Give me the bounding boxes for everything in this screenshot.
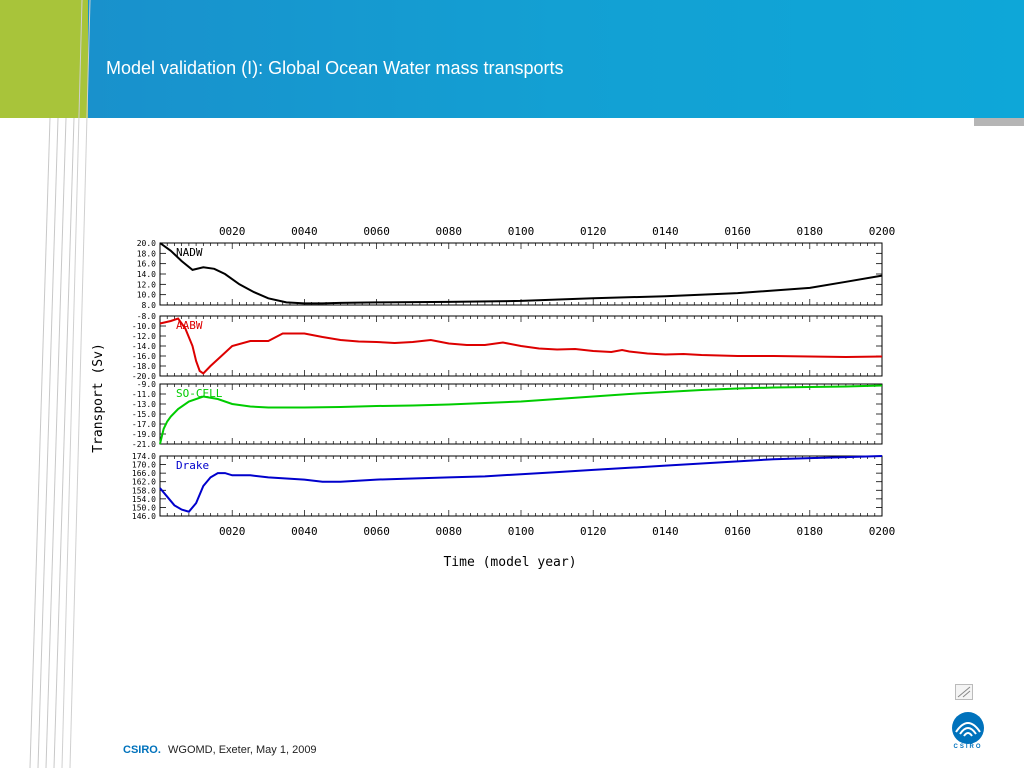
panel-frame [159, 242, 883, 306]
accent-block [0, 0, 88, 118]
y-tick-label: 166.0 [132, 469, 156, 478]
logo-wordmark: CSIRO [953, 744, 983, 750]
x-tick-label-bottom: 0120 [580, 525, 607, 538]
y-tick-label: 8.0 [142, 301, 157, 310]
y-tick-label: -9.0 [137, 380, 156, 389]
footer-brand: CSIRO. [123, 744, 161, 756]
y-tick-label: -13.0 [132, 400, 156, 409]
x-tick-label-top: 0160 [724, 225, 751, 238]
series-line-nadw [159, 242, 883, 305]
x-axis-label: Time (model year) [443, 555, 576, 570]
x-tick-label-top: 0120 [580, 225, 607, 238]
y-tick-label: 12.0 [137, 280, 156, 289]
slide-title: Model validation (I): Global Ocean Water… [106, 58, 564, 78]
y-tick-label: -15.0 [132, 410, 156, 419]
header-shadow [974, 118, 1024, 126]
y-tick-label: 16.0 [137, 260, 156, 269]
y-tick-label: 162.0 [132, 478, 156, 487]
x-tick-label-bottom: 0040 [291, 525, 318, 538]
y-tick-label: 20.0 [137, 239, 156, 248]
series-line-drake [159, 455, 883, 513]
y-tick-label: 154.0 [132, 495, 156, 504]
x-tick-label-bottom: 0100 [508, 525, 535, 538]
decorative-lines [29, 0, 91, 768]
x-tick-label-bottom: 0200 [869, 525, 896, 538]
x-tick-label-top: 0020 [219, 225, 246, 238]
y-tick-label: 14.0 [137, 270, 156, 279]
y-axis-label: Transport (Sv) [91, 343, 106, 453]
x-tick-label-top: 0040 [291, 225, 318, 238]
x-tick-label-top: 0180 [797, 225, 824, 238]
y-tick-label: 18.0 [137, 249, 156, 258]
y-tick-label: -16.0 [132, 352, 156, 361]
series-label: NADW [176, 246, 203, 259]
y-tick-label: 146.0 [132, 512, 156, 521]
series-label: Drake [176, 459, 209, 472]
x-tick-label-top: 0140 [652, 225, 679, 238]
y-tick-label: -19.0 [132, 430, 156, 439]
y-tick-label: -10.0 [132, 322, 156, 331]
y-tick-label: -21.0 [132, 440, 156, 449]
y-tick-label: -18.0 [132, 362, 156, 371]
x-tick-label-bottom: 0020 [219, 525, 246, 538]
y-tick-label: -14.0 [132, 342, 156, 351]
y-tick-label: -17.0 [132, 420, 156, 429]
x-tick-label-bottom: 0160 [724, 525, 751, 538]
header-bar [0, 0, 1024, 118]
x-tick-label-top: 0200 [869, 225, 896, 238]
x-tick-label-bottom: 0140 [652, 525, 679, 538]
x-tick-label-top: 0060 [363, 225, 390, 238]
y-tick-label: -20.0 [132, 372, 156, 381]
y-tick-label: -8.0 [137, 312, 156, 321]
x-tick-label-bottom: 0060 [363, 525, 390, 538]
y-tick-label: 158.0 [132, 486, 156, 495]
x-tick-label-top: 0100 [508, 225, 535, 238]
series-line-aabw [159, 317, 883, 375]
slide-corner-icon [955, 684, 973, 700]
series-label: AABW [176, 319, 203, 332]
csiro-logo [952, 712, 984, 744]
y-tick-label: 150.0 [132, 503, 156, 512]
panel-frame [159, 383, 883, 445]
x-tick-label-bottom: 0180 [797, 525, 824, 538]
y-tick-label: 170.0 [132, 461, 156, 470]
series-label: SO-CELL [176, 387, 223, 400]
y-tick-label: -11.0 [132, 390, 156, 399]
x-tick-label-bottom: 0080 [436, 525, 463, 538]
panel-frame [159, 455, 883, 517]
y-tick-label: 10.0 [137, 291, 156, 300]
series-line-so-cell [159, 384, 883, 445]
y-tick-label: -12.0 [132, 332, 156, 341]
footer-text: WGOMD, Exeter, May 1, 2009 [168, 744, 317, 756]
x-tick-label-top: 0080 [436, 225, 463, 238]
y-tick-label: 174.0 [132, 452, 156, 461]
